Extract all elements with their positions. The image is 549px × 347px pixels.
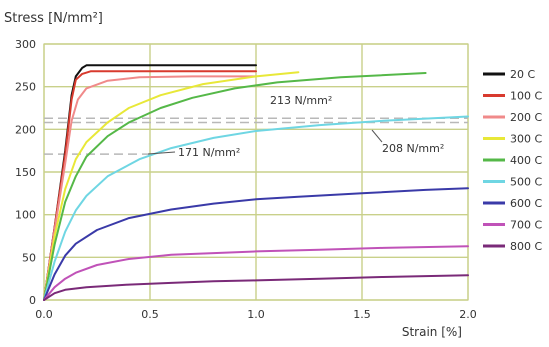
x-tick-label: 1.5 (353, 308, 371, 321)
reference-label: 213 N/mm² (270, 94, 332, 107)
legend-entry: 100 C (510, 90, 542, 103)
x-tick-label: 0.5 (141, 308, 159, 321)
reference-label: 171 N/mm² (178, 146, 240, 159)
x-tick-label: 0.0 (35, 308, 53, 321)
reference-label: 208 N/mm² (382, 142, 444, 155)
series-line (43, 72, 427, 301)
series-line (43, 187, 469, 301)
reference-leader-line (147, 151, 176, 155)
series-line (43, 115, 469, 301)
x-tick-label: 1.0 (247, 308, 265, 321)
y-tick-label: 100 (15, 209, 36, 222)
legend-entry: 200 C (510, 111, 542, 124)
y-tick-label: 50 (22, 251, 36, 264)
series-line (43, 245, 469, 301)
legend-entry: 700 C (510, 219, 542, 232)
series-line (43, 274, 469, 301)
y-axis-label: Stress [N/mm²] (4, 11, 103, 26)
legend-entry: 500 C (510, 176, 542, 189)
y-tick-label: 250 (15, 81, 36, 94)
series-line (43, 71, 300, 301)
y-tick-label: 200 (15, 123, 36, 136)
legend-entry: 600 C (510, 197, 542, 210)
x-axis-label: Strain [%] (402, 325, 462, 339)
legend-entry: 20 C (510, 68, 535, 81)
x-tick-label: 2.0 (459, 308, 477, 321)
reference-leader-line (371, 129, 383, 143)
y-tick-label: 0 (29, 294, 36, 307)
legend-entry: 300 C (510, 133, 542, 146)
y-tick-label: 150 (15, 166, 36, 179)
legend-entry: 400 C (510, 154, 542, 167)
series-line (43, 75, 257, 301)
y-tick-label: 300 (15, 38, 36, 51)
legend-entry: 800 C (510, 240, 542, 253)
